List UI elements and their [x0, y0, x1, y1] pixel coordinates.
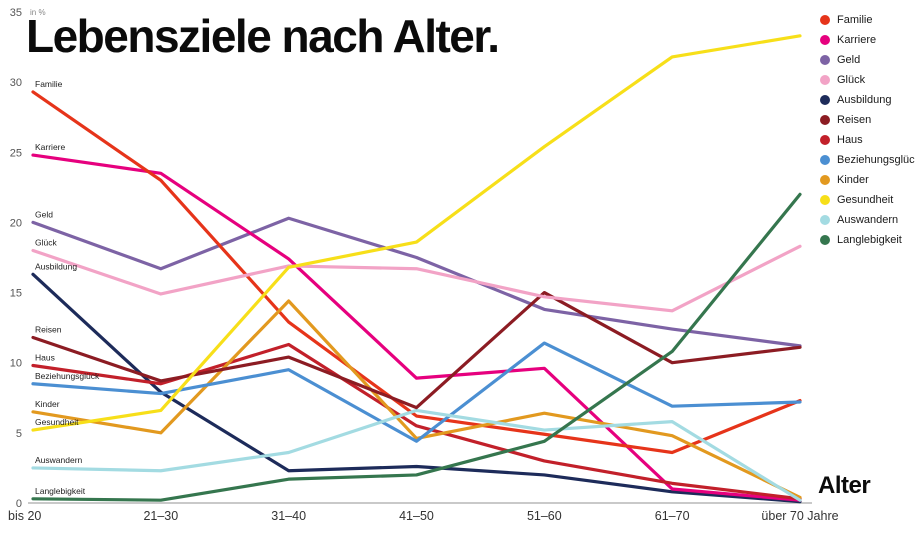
- legend-label: Geld: [837, 54, 861, 66]
- series-start-label: Beziehungsglück: [35, 371, 100, 381]
- series-line-auswandern: [31, 408, 802, 502]
- legend-label: Glück: [837, 74, 866, 86]
- series-line-ausbildung: [31, 272, 802, 504]
- series-line-reisen: [31, 290, 802, 410]
- x-tick-label: 61–70: [655, 509, 690, 523]
- series-line-langlebigkeit: [31, 192, 802, 502]
- legend-item-gesundheit: Gesundheit: [820, 194, 915, 206]
- legend-label: Ausbildung: [837, 94, 892, 106]
- legend: Familie Karriere Geld Glück Ausbildung Reisen…: [820, 14, 915, 246]
- series-start-label: Kinder: [35, 399, 60, 409]
- series-line-gesundheit: [31, 34, 802, 432]
- series-start-label: Glück: [35, 237, 57, 247]
- legend-item-glück: Glück: [820, 74, 915, 86]
- legend-label: Karriere: [837, 34, 877, 46]
- x-tick-label: 31–40: [271, 509, 306, 523]
- legend-label: Langlebigkeit: [837, 234, 902, 246]
- legend-dot-icon: [820, 95, 830, 105]
- series-start-label: Auswandern: [35, 455, 83, 465]
- series-line-kinder: [31, 299, 802, 499]
- y-tick-label: 5: [16, 428, 22, 440]
- series-start-label: Ausbildung: [35, 261, 77, 271]
- y-tick-label: 30: [10, 77, 22, 89]
- legend-item-kinder: Kinder: [820, 174, 915, 186]
- series-line-haus: [31, 342, 802, 501]
- legend-label: Gesundheit: [837, 194, 894, 206]
- series-line-geld: [31, 216, 802, 348]
- x-tick-label: 21–30: [143, 509, 178, 523]
- legend-label: Kinder: [837, 174, 869, 186]
- series-line-glück: [31, 244, 802, 313]
- y-tick-label: 25: [10, 147, 22, 159]
- legend-dot-icon: [820, 135, 830, 145]
- legend-item-geld: Geld: [820, 54, 915, 66]
- legend-dot-icon: [820, 115, 830, 125]
- legend-dot-icon: [820, 215, 830, 225]
- x-tick-label: bis 20: [8, 509, 41, 523]
- legend-label: Familie: [837, 14, 873, 26]
- legend-dot-icon: [820, 35, 830, 45]
- legend-item-auswandern: Auswandern: [820, 214, 915, 226]
- legend-dot-icon: [820, 235, 830, 245]
- series-start-label: Langlebigkeit: [35, 486, 86, 496]
- series-start-label: Familie: [35, 79, 63, 89]
- legend-item-ausbildung: Ausbildung: [820, 94, 915, 106]
- series-line-beziehungsglück: [31, 341, 802, 443]
- series-start-label: Haus: [35, 353, 55, 363]
- series-line-karriere: [31, 153, 802, 502]
- legend-label: Reisen: [837, 114, 872, 126]
- y-tick-label: 0: [16, 498, 22, 510]
- legend-dot-icon: [820, 15, 830, 25]
- series-start-label: Reisen: [35, 324, 62, 334]
- legend-label: Haus: [837, 134, 863, 146]
- y-tick-label: 10: [10, 358, 22, 370]
- legend-item-karriere: Karriere: [820, 34, 915, 46]
- x-axis-title: Alter: [818, 472, 871, 499]
- y-tick-label: 20: [10, 217, 22, 229]
- legend-item-langlebigkeit: Langlebigkeit: [820, 234, 915, 246]
- legend-item-reisen: Reisen: [820, 114, 915, 126]
- y-tick-label: 15: [10, 288, 22, 300]
- series-start-label: Gesundheit: [35, 417, 79, 427]
- x-tick-label: 51–60: [527, 509, 562, 523]
- y-tick-label: 35: [10, 7, 22, 19]
- legend-item-beziehungsglück: Beziehungsglück: [820, 154, 915, 166]
- chart-title: Lebensziele nach Alter.: [26, 10, 500, 62]
- legend-dot-icon: [820, 195, 830, 205]
- legend-item-familie: Familie: [820, 14, 915, 26]
- legend-item-haus: Haus: [820, 134, 915, 146]
- legend-label: Auswandern: [837, 214, 899, 226]
- legend-dot-icon: [820, 155, 830, 165]
- y-axis-unit-label: in %: [30, 8, 46, 17]
- legend-label: Beziehungsglück: [837, 154, 915, 166]
- series-start-label: Karriere: [35, 142, 66, 152]
- legend-dot-icon: [820, 55, 830, 65]
- x-tick-label: 41–50: [399, 509, 434, 523]
- series-start-label: Geld: [35, 209, 53, 219]
- series-line-familie: [31, 90, 802, 455]
- legend-dot-icon: [820, 175, 830, 185]
- x-tick-label: über 70 Jahre: [761, 509, 838, 523]
- legend-dot-icon: [820, 75, 830, 85]
